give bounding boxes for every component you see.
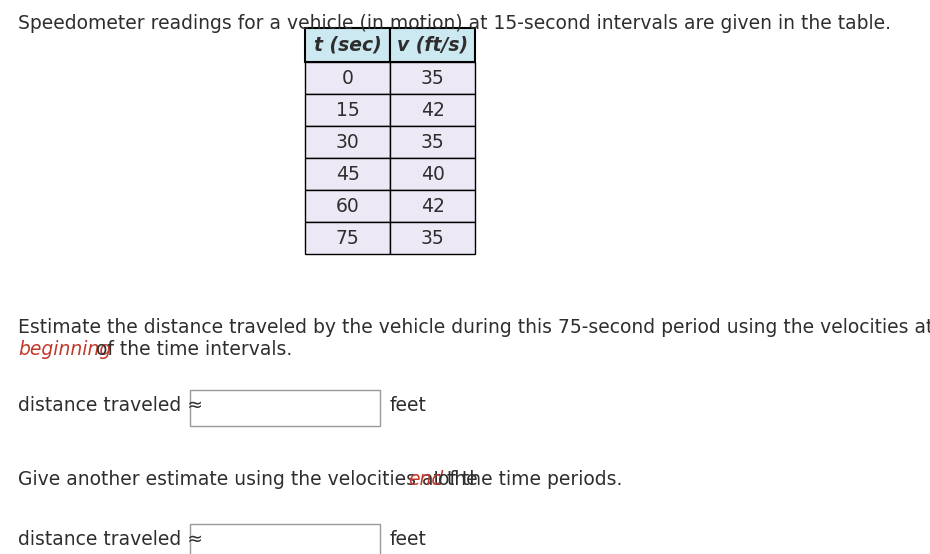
Text: 45: 45 [336, 165, 359, 183]
Text: 42: 42 [420, 197, 445, 216]
Bar [305, 62, 390, 94]
Text: 15: 15 [336, 100, 359, 120]
Text: feet: feet [390, 530, 427, 549]
Text: 30: 30 [336, 132, 359, 151]
Text: Estimate the distance traveled by the vehicle during this 75-second period using: Estimate the distance traveled by the ve… [18, 318, 930, 337]
Text: beginning: beginning [18, 340, 112, 359]
Text: 42: 42 [420, 100, 445, 120]
Bar [305, 94, 390, 126]
Bar [190, 390, 380, 426]
Bar [305, 158, 390, 190]
Text: distance traveled ≈: distance traveled ≈ [18, 396, 203, 415]
Text: 35: 35 [420, 132, 445, 151]
Text: feet: feet [390, 396, 427, 415]
Bar [305, 190, 390, 222]
Text: end: end [408, 470, 444, 489]
Text: 0: 0 [341, 69, 353, 88]
Bar [305, 28, 390, 62]
Text: 35: 35 [420, 228, 445, 248]
Bar [305, 126, 390, 158]
Text: Speedometer readings for a vehicle (in motion) at 15-second intervals are given : Speedometer readings for a vehicle (in m… [18, 14, 891, 33]
Bar [190, 524, 380, 554]
Bar [390, 190, 475, 222]
Bar [390, 94, 475, 126]
Text: Give another estimate using the velocities at the: Give another estimate using the velociti… [18, 470, 484, 489]
Text: 40: 40 [420, 165, 445, 183]
Bar [390, 158, 475, 190]
Bar [390, 28, 475, 62]
Text: distance traveled ≈: distance traveled ≈ [18, 530, 203, 549]
Text: 75: 75 [336, 228, 359, 248]
Bar [390, 222, 475, 254]
Bar [390, 126, 475, 158]
Text: t (sec): t (sec) [313, 35, 381, 54]
Text: of the time periods.: of the time periods. [432, 470, 622, 489]
Text: v (ft/s): v (ft/s) [397, 35, 468, 54]
Bar [305, 222, 390, 254]
Text: of the time intervals.: of the time intervals. [90, 340, 292, 359]
Text: 35: 35 [420, 69, 445, 88]
Text: 60: 60 [336, 197, 359, 216]
Bar [390, 62, 475, 94]
